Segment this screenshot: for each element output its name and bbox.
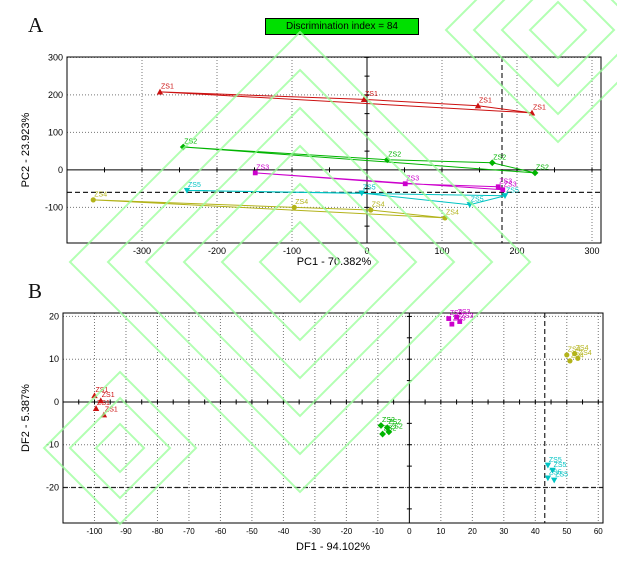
group-connection-line: [93, 199, 446, 219]
dfa-x-axis-title: DF1 - 94.102%: [296, 541, 370, 553]
zs4-marker: [575, 355, 581, 361]
x-tick-label: -70: [183, 527, 195, 536]
zs4-marker: [572, 351, 578, 357]
x-tick-label: -20: [341, 527, 353, 536]
y-tick-label: 300: [48, 52, 63, 62]
zs2-marker: [531, 169, 539, 177]
pca-plot: -300 -200 -100 0 100 200 300-1000100200300ZS1Z…: [45, 52, 602, 256]
x-tick-label: 0: [407, 527, 412, 536]
x-tick-label: -10: [372, 527, 384, 536]
zs5-point-label: ZS5: [363, 185, 376, 192]
zs4-marker: [567, 358, 573, 364]
dfa-layer: -100 -90 -80 -70 -60 -50 -40 -30 -20 -10 0 10 20 30 40…: [46, 309, 604, 536]
x-tick-label: -60: [215, 527, 227, 536]
series-ZS1: ZS1 ZS1 ZS1 ZS1: [156, 83, 546, 116]
zs5-point-label: ZS5: [549, 470, 562, 477]
y-tick-label: -20: [46, 483, 59, 493]
y-tick-label: 20: [49, 311, 59, 321]
discrimination-index-badge: Discrimination index = 84: [265, 18, 419, 35]
zs5-point-label: ZS5: [555, 472, 568, 479]
x-tick-label: 60: [594, 527, 603, 536]
zs4-point-label: ZS4: [579, 350, 592, 357]
series-ZS2: ZS2 ZS2 ZS2 ZS2: [179, 139, 549, 177]
zs1-point-label: ZS1: [533, 104, 546, 111]
zs4-point-label: ZS4: [94, 191, 107, 198]
dfa-plot: -100 -90 -80 -70 -60 -50 -40 -30 -20 -10 0 10 20 30 40…: [46, 309, 604, 536]
zs4-point-label: ZS4: [576, 345, 589, 352]
x-tick-label: -30: [309, 527, 321, 536]
x-tick-label: 10: [436, 527, 445, 536]
y-tick-label: 0: [54, 397, 59, 407]
pca-y-axis-title: PC2 - 23.923%: [20, 112, 32, 188]
y-tick-label: 200: [48, 90, 63, 100]
zs5-point-label: ZS5: [554, 462, 567, 469]
x-tick-label: 20: [468, 527, 477, 536]
zs4-point-label: ZS4: [372, 202, 385, 209]
zs5-marker: [544, 475, 552, 482]
zs5-point-label: ZS5: [506, 187, 519, 194]
zs5-point-label: ZS5: [549, 457, 562, 464]
x-tick-label: 300: [584, 246, 599, 256]
x-tick-label: 40: [531, 527, 540, 536]
y-tick-label: -100: [45, 202, 63, 212]
zs1-point-label: ZS1: [161, 83, 174, 90]
zs5-marker: [544, 462, 552, 469]
panel-a-label: A: [28, 13, 44, 37]
zs4-point-label: ZS4: [446, 209, 459, 216]
group-connection-line: [186, 190, 506, 206]
zs5-marker: [550, 477, 558, 484]
x-tick-label: -50: [246, 527, 258, 536]
y-tick-label: 100: [48, 127, 63, 137]
pca-x-axis-title: PC1 - 70.382%: [296, 256, 372, 268]
zs3-point-label: ZS3: [256, 164, 269, 171]
x-tick-label: 50: [562, 527, 571, 536]
x-tick-label: -300: [133, 246, 151, 256]
group-connection-line: [183, 146, 536, 174]
x-tick-label: -100: [86, 527, 103, 536]
x-tick-label: -200: [208, 246, 226, 256]
panel-b-label: B: [28, 279, 43, 303]
zs3-point-label: ZS3: [461, 313, 474, 320]
x-tick-label: 200: [509, 246, 524, 256]
zs5-point-label: ZS5: [471, 196, 484, 203]
x-tick-label: 100: [434, 246, 449, 256]
group-connection-line: [255, 172, 505, 191]
plot-frame: [62, 312, 604, 524]
x-tick-label: 0: [364, 246, 369, 256]
zs1-point-label: ZS1: [479, 97, 492, 104]
plot-frame: [66, 56, 602, 244]
zs1-point-label: ZS1: [102, 392, 115, 399]
zs1-point-label: ZS1: [365, 91, 378, 98]
zs2-point-label: ZS2: [388, 151, 401, 158]
x-tick-label: -100: [283, 246, 301, 256]
zs4-point-label: ZS4: [568, 346, 581, 353]
zs2-point-label: ZS2: [493, 154, 506, 161]
y-tick-label: 0: [58, 165, 63, 175]
y-tick-label: -10: [46, 440, 59, 450]
x-tick-label: 30: [499, 527, 508, 536]
zs2-point-label: ZS2: [390, 423, 403, 430]
zs4-marker: [564, 352, 570, 358]
zs5-point-label: ZS5: [188, 182, 201, 189]
zs5-marker: [549, 467, 556, 474]
x-tick-label: -40: [278, 527, 290, 536]
x-tick-label: -90: [120, 527, 132, 536]
zs4-point-label: ZS4: [295, 199, 308, 206]
series-ZS4: ZS4 ZS4 ZS4 ZS4: [90, 191, 459, 221]
pca-layer: -300 -200 -100 0 100 200 300-1000100200300ZS1Z…: [45, 52, 602, 256]
dfa-y-axis-title: DF2 - 5.387%: [20, 384, 32, 452]
zs3-point-label: ZS3: [406, 175, 419, 182]
x-tick-label: -80: [152, 527, 164, 536]
zs2-point-label: ZS2: [536, 164, 549, 171]
zs1-point-label: ZS1: [105, 406, 118, 413]
y-tick-label: 10: [49, 354, 59, 364]
zs2-point-label: ZS2: [184, 139, 197, 146]
